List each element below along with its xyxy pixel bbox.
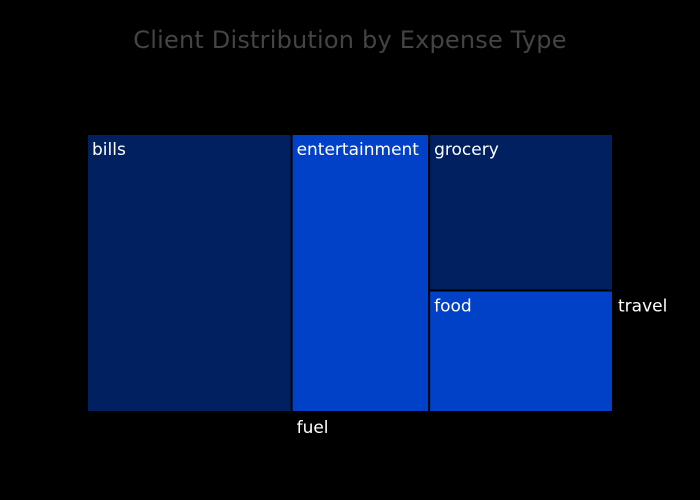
- treemap-label-bills: bills: [92, 140, 126, 160]
- treemap-label-grocery: grocery: [434, 140, 499, 160]
- treemap-rect-food[interactable]: [430, 291, 612, 411]
- treemap-label-travel: travel: [618, 297, 667, 317]
- treemap-tile-bills[interactable]: bills: [88, 135, 291, 411]
- treemap-rect-entertainment[interactable]: [292, 135, 429, 411]
- treemap-tile-entertainment[interactable]: entertainment: [292, 135, 429, 411]
- treemap-label-food: food: [434, 297, 472, 317]
- treemap-tile-food[interactable]: food: [430, 291, 612, 411]
- treemap-rect-grocery[interactable]: [430, 135, 612, 290]
- treemap-tile-grocery[interactable]: grocery: [430, 135, 612, 290]
- treemap-label-entertainment: entertainment: [297, 140, 420, 160]
- chart-title: Client Distribution by Expense Type: [133, 26, 567, 54]
- treemap-label-fuel: fuel: [297, 418, 329, 438]
- treemap-rect-bills[interactable]: [88, 135, 291, 411]
- treemap-tile-travel[interactable]: travel: [618, 297, 667, 317]
- treemap-tile-fuel[interactable]: fuel: [297, 418, 329, 438]
